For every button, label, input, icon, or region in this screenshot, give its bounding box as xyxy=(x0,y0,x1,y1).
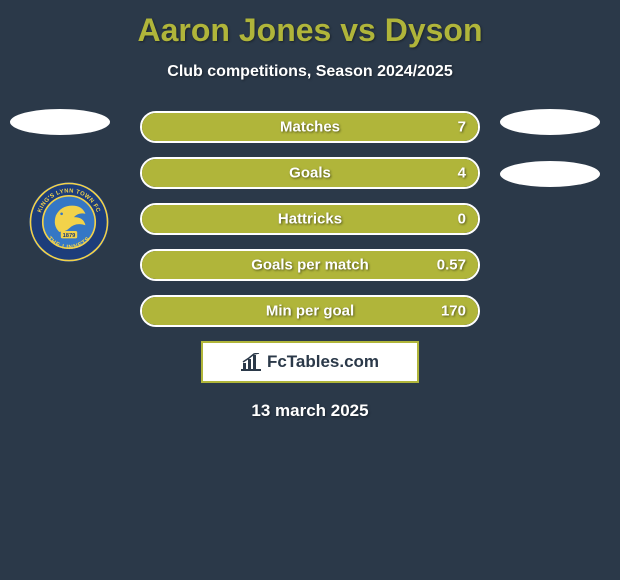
stat-row: Hattricks0 xyxy=(140,203,480,235)
stat-value: 0 xyxy=(458,211,466,228)
brand-attribution: FcTables.com xyxy=(201,341,419,383)
player-left-avatar-placeholder xyxy=(10,109,110,135)
subtitle: Club competitions, Season 2024/2025 xyxy=(0,63,620,81)
stat-label: Goals xyxy=(140,165,480,182)
player-right-avatar-placeholder-2 xyxy=(500,161,600,187)
player-right-avatar-placeholder-1 xyxy=(500,109,600,135)
comparison-chart: KING'S LYNN TOWN FC THE LINNETS 1879 Mat… xyxy=(0,111,620,327)
stat-row: Goals per match0.57 xyxy=(140,249,480,281)
chart-icon xyxy=(241,353,261,371)
stat-value: 0.57 xyxy=(437,257,466,274)
club-badge: KING'S LYNN TOWN FC THE LINNETS 1879 xyxy=(28,181,110,263)
stat-label: Min per goal xyxy=(140,303,480,320)
page-title: Aaron Jones vs Dyson xyxy=(0,0,620,49)
stat-value: 4 xyxy=(458,165,466,182)
stat-label: Goals per match xyxy=(140,257,480,274)
stat-value: 170 xyxy=(441,303,466,320)
stat-value: 7 xyxy=(458,119,466,136)
stats-bars: Matches7Goals4Hattricks0Goals per match0… xyxy=(140,111,480,327)
brand-text: FcTables.com xyxy=(267,352,379,372)
stat-row: Min per goal170 xyxy=(140,295,480,327)
generation-date: 13 march 2025 xyxy=(0,401,620,421)
svg-text:1879: 1879 xyxy=(63,233,76,239)
stat-row: Matches7 xyxy=(140,111,480,143)
stat-label: Matches xyxy=(140,119,480,136)
stat-row: Goals4 xyxy=(140,157,480,189)
stat-label: Hattricks xyxy=(140,211,480,228)
